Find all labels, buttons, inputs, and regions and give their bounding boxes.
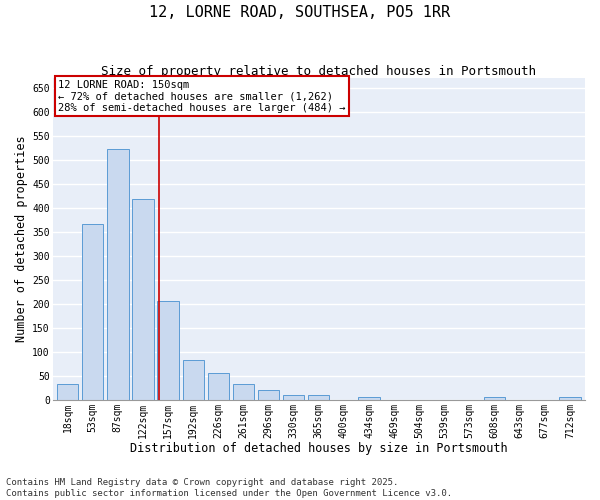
X-axis label: Distribution of detached houses by size in Portsmouth: Distribution of detached houses by size … <box>130 442 508 455</box>
Bar <box>57 384 79 400</box>
Text: 12 LORNE ROAD: 150sqm
← 72% of detached houses are smaller (1,262)
28% of semi-d: 12 LORNE ROAD: 150sqm ← 72% of detached … <box>58 80 346 113</box>
Bar <box>107 149 128 400</box>
Bar <box>233 384 254 400</box>
Bar <box>559 398 581 400</box>
Bar <box>308 395 329 400</box>
Bar <box>258 390 279 400</box>
Bar <box>208 374 229 400</box>
Bar <box>283 394 304 400</box>
Bar <box>157 302 179 400</box>
Bar <box>358 398 380 400</box>
Bar <box>82 224 103 400</box>
Y-axis label: Number of detached properties: Number of detached properties <box>15 136 28 342</box>
Bar <box>182 360 204 400</box>
Text: 12, LORNE ROAD, SOUTHSEA, PO5 1RR: 12, LORNE ROAD, SOUTHSEA, PO5 1RR <box>149 5 451 20</box>
Bar <box>133 199 154 400</box>
Bar <box>484 398 505 400</box>
Title: Size of property relative to detached houses in Portsmouth: Size of property relative to detached ho… <box>101 65 536 78</box>
Text: Contains HM Land Registry data © Crown copyright and database right 2025.
Contai: Contains HM Land Registry data © Crown c… <box>6 478 452 498</box>
